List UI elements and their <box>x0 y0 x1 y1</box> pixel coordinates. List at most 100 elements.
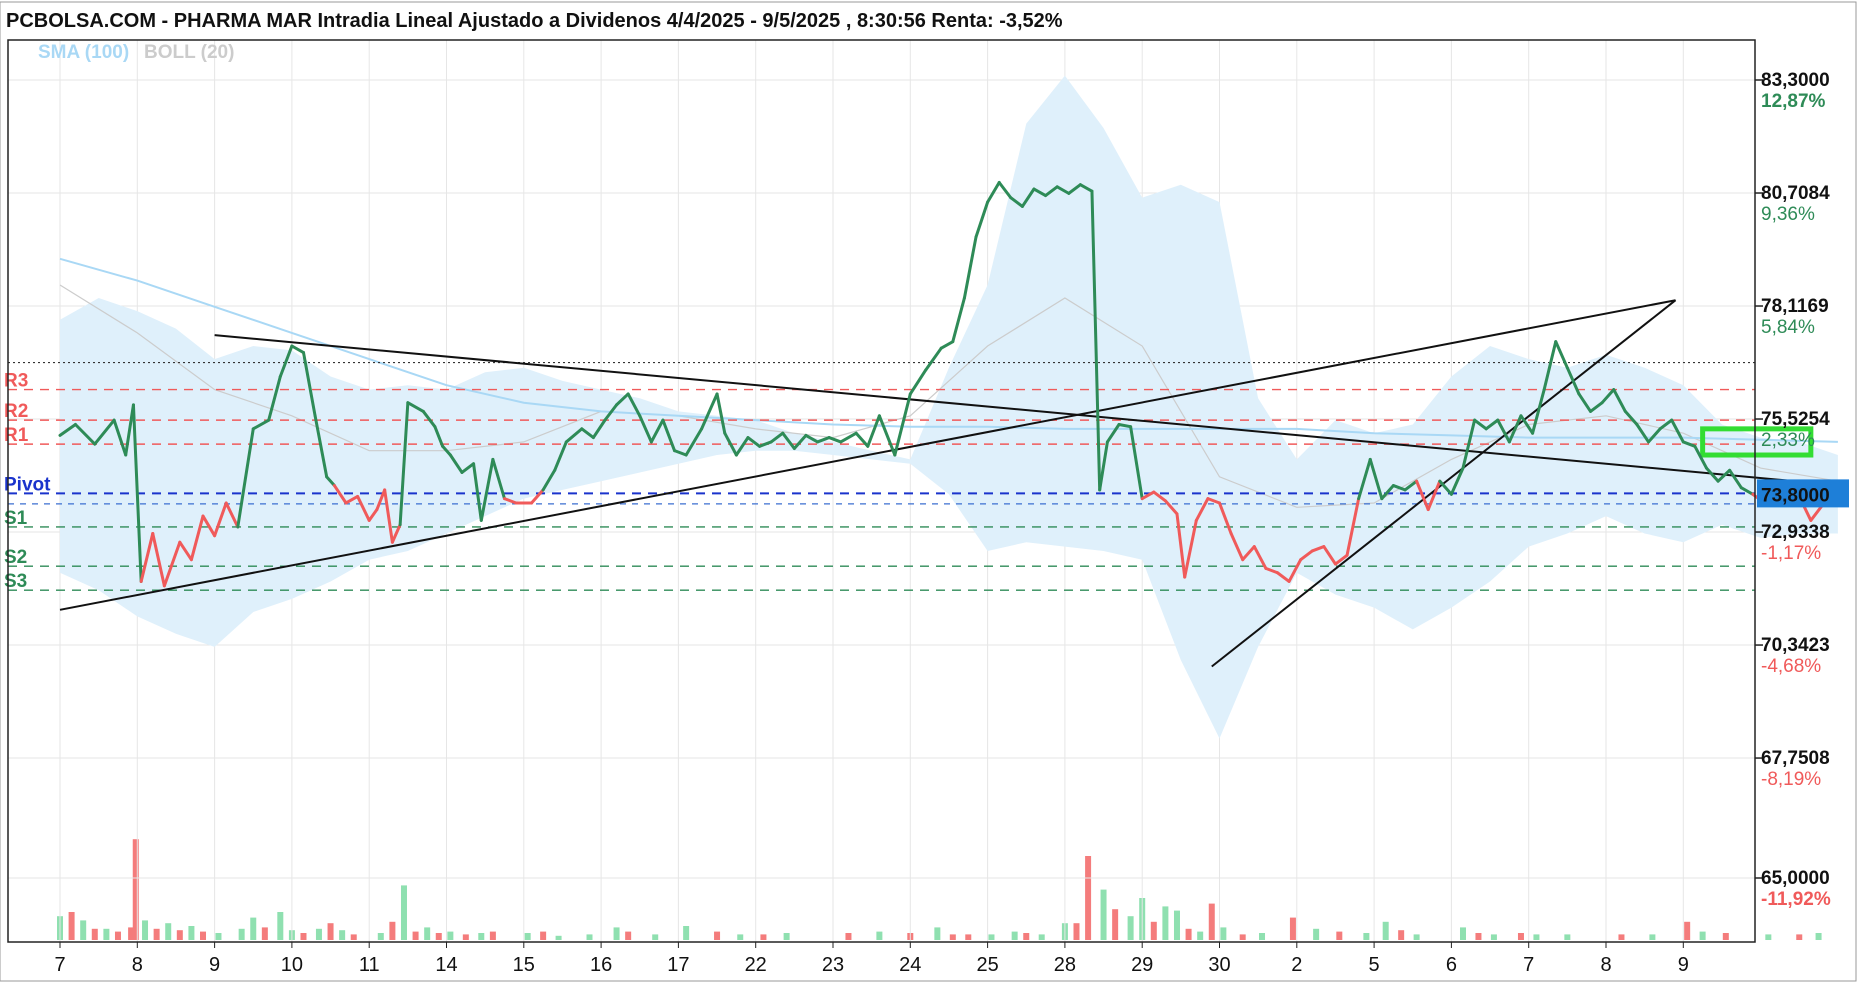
price-segment <box>997 180 1013 200</box>
volume-bar <box>1220 927 1227 940</box>
price-segment <box>804 433 820 444</box>
price-segment <box>684 427 704 457</box>
price-segment <box>1716 468 1732 483</box>
volume-bar <box>400 885 407 940</box>
price-badge-label: 73,8000 <box>1761 485 1830 506</box>
pivot-label-s3: S3 <box>4 571 27 592</box>
pivot-label-r1: R1 <box>4 425 29 446</box>
x-tick-label: 24 <box>899 954 921 976</box>
x-tick-label: 14 <box>435 954 457 976</box>
price-segment <box>1241 545 1256 562</box>
volume-bar <box>1684 921 1691 940</box>
price-segment <box>1032 187 1048 198</box>
price-segment <box>1623 409 1639 426</box>
volume-bar <box>215 933 222 940</box>
price-segment <box>267 375 282 422</box>
price-segment <box>1658 418 1674 431</box>
price-segment <box>406 401 425 413</box>
y-tick-percent: -1,17% <box>1761 543 1821 564</box>
bollinger-band-area <box>60 75 1838 739</box>
volume-bar <box>845 933 852 940</box>
price-segment <box>591 418 607 440</box>
x-tick-label: 8 <box>1600 954 1611 976</box>
price-segment <box>1105 422 1121 444</box>
volume-bar <box>142 920 149 940</box>
x-tick-label: 7 <box>54 954 65 976</box>
volume-bar <box>1023 933 1030 940</box>
price-segment <box>1519 414 1535 435</box>
volume-bar <box>1699 931 1706 940</box>
price-segment <box>301 351 317 418</box>
price-segment <box>1426 479 1442 512</box>
x-tick-label: 15 <box>513 954 535 976</box>
price-segment <box>541 468 557 492</box>
price-segment <box>1635 422 1651 444</box>
volume-bar <box>478 933 485 940</box>
volume-bar <box>714 931 721 940</box>
y-tick-label: 67,7508 <box>1761 748 1830 769</box>
x-tick-label: 11 <box>359 954 380 976</box>
volume-bar <box>447 931 454 940</box>
y-tick-percent: 2,33% <box>1761 430 1815 451</box>
price-segment <box>398 401 410 527</box>
price-segment <box>924 346 943 372</box>
volume-bars <box>57 839 1822 940</box>
price-segment <box>734 436 750 457</box>
volume-bar <box>389 921 396 940</box>
pivot-label-s1: S1 <box>4 508 28 529</box>
price-segment <box>290 344 305 355</box>
y-tick-percent: 9,36% <box>1761 204 1815 225</box>
price-segment <box>1322 545 1337 566</box>
legend-boll[interactable]: BOLL (20) <box>144 42 234 63</box>
price-segment <box>1264 566 1279 575</box>
volume-bar <box>188 926 195 940</box>
price-segment <box>383 488 394 544</box>
volume-bar <box>489 931 496 940</box>
price-segment <box>1090 189 1102 492</box>
price-segment <box>1809 503 1824 522</box>
price-segment <box>1163 499 1179 516</box>
price-segment <box>1449 466 1465 496</box>
volume-bar <box>1150 921 1157 940</box>
price-segment <box>332 484 348 505</box>
volume-bar <box>652 934 659 940</box>
volume-bar <box>1765 934 1772 940</box>
legend-sma[interactable]: SMA (100) <box>38 42 129 63</box>
y-tick-label: 72,9338 <box>1761 522 1830 543</box>
volume-bar <box>200 931 207 940</box>
volume-bar <box>1313 928 1320 940</box>
x-tick-label: 22 <box>745 954 767 976</box>
volume-bar <box>1382 921 1389 940</box>
volume-bar <box>1459 927 1466 940</box>
price-segment <box>441 444 452 457</box>
price-segment <box>151 532 166 588</box>
volume-bar <box>1722 933 1729 940</box>
volume-bar <box>412 931 419 940</box>
price-segment <box>908 368 928 396</box>
price-line <box>58 180 1836 588</box>
volume-bar <box>1073 923 1080 940</box>
price-segment <box>1333 553 1349 566</box>
volume-bar <box>327 923 334 940</box>
price-segment <box>131 403 143 583</box>
price-segment <box>1252 545 1268 570</box>
volume-bar <box>300 933 307 940</box>
volume-bar <box>1259 933 1266 940</box>
volume-bar <box>1112 909 1119 940</box>
volume-bar <box>783 933 790 940</box>
x-tick-label: 9 <box>209 954 220 976</box>
price-segment <box>769 431 785 444</box>
price-segment <box>661 418 677 453</box>
price-segment <box>1368 457 1384 501</box>
price-segment <box>974 200 990 239</box>
volume-bar <box>949 934 956 940</box>
price-segment <box>1345 497 1361 557</box>
volume-bar <box>1100 889 1107 940</box>
volume-bar <box>540 931 547 940</box>
x-tick-label: 30 <box>1208 954 1230 976</box>
price-segment <box>638 414 653 444</box>
trend-line-upper-resistance <box>214 334 1819 485</box>
